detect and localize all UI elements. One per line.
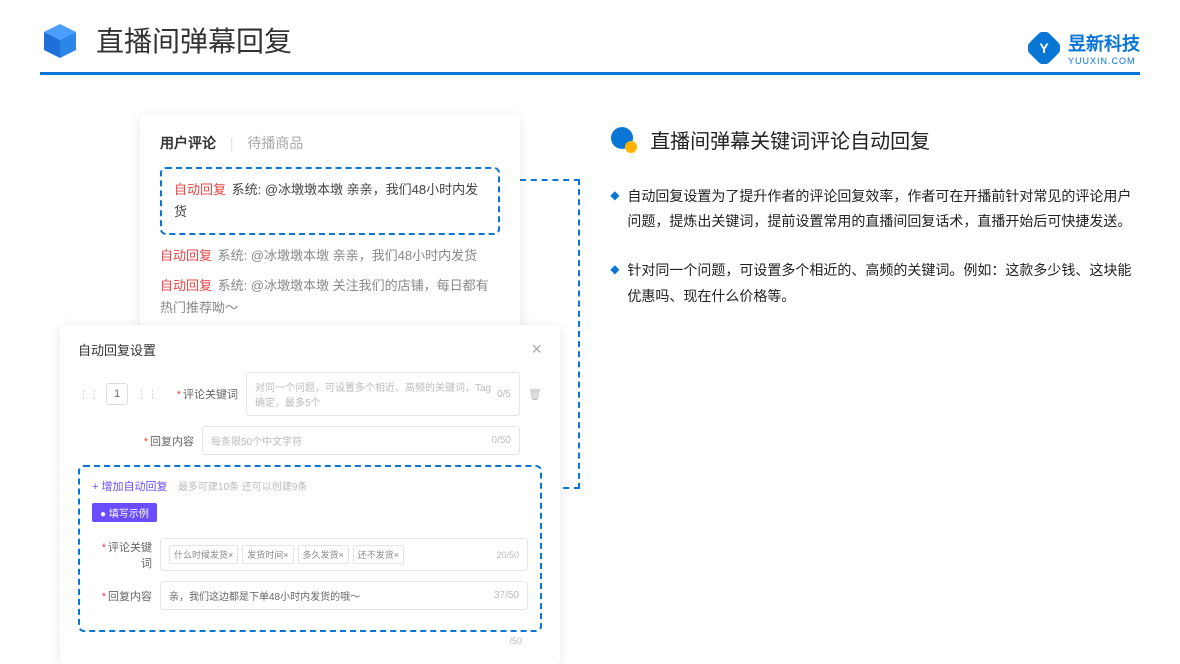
auto-reply-tag: 自动回复 (174, 182, 226, 197)
drag-icon[interactable]: ⋮⋮ (136, 388, 158, 401)
comments-card: 用户评论 | 待播商品 自动回复 系统: @冰墩墩本墩 亲亲，我们48小时内发货… (140, 115, 520, 333)
section-title: 直播间弹幕关键词评论自动回复 (650, 125, 930, 154)
outer-counter: /50 (78, 636, 542, 646)
ex-content-input[interactable]: 亲，我们这边都是下单48小时内发货的哦～37/50 (160, 581, 528, 610)
add-auto-reply-link[interactable]: + 增加自动回复 (92, 481, 167, 493)
card-tabs: 用户评论 | 待播商品 (160, 133, 500, 153)
auto-reply-tag: 自动回复 (160, 278, 212, 293)
keyword-chip[interactable]: 还不发货× (353, 545, 404, 564)
page-header: 直播间弹幕回复 (0, 0, 1180, 60)
bullet-text: 自动回复设置为了提升作者的评论回复效率，作者可在开播前针对常见的评论用户问题，提… (627, 184, 1140, 234)
close-icon[interactable]: × (531, 339, 542, 360)
keyword-label: 评论关键词 (183, 389, 238, 401)
page-title: 直播间弹幕回复 (96, 20, 292, 60)
bullet-icon: ◆ (610, 262, 619, 308)
ex-keyword-input[interactable]: 什么时候发货× 发货时间× 多久发货× 还不发货× 20/50 (160, 538, 528, 571)
comment-text: 系统: @冰墩墩本墩 亲亲，我们48小时内发货 (218, 248, 478, 263)
bullet-text: 针对同一个问题，可设置多个相近的、高频的关键词。例如：这款多少钱、这块能优惠吗、… (627, 258, 1140, 308)
delete-icon[interactable]: 🗑 (528, 388, 542, 401)
tab-pending-goods[interactable]: 待播商品 (247, 135, 303, 151)
settings-card: 自动回复设置 × ⋮⋮ 1 ⋮⋮ *评论关键词 对同一个问题，可设置多个相近、高… (60, 325, 560, 664)
keyword-chip[interactable]: 多久发货× (298, 545, 349, 564)
example-badge: ● 填写示例 (92, 503, 157, 522)
tab-separator: | (230, 135, 234, 151)
cube-icon (40, 20, 80, 60)
bullet-icon: ◆ (610, 188, 619, 234)
brand-name: 昱新科技 (1068, 34, 1140, 54)
tab-user-comments[interactable]: 用户评论 (160, 135, 216, 151)
highlighted-comment: 自动回复 系统: @冰墩墩本墩 亲亲，我们48小时内发货 (160, 167, 500, 235)
auto-reply-tag: 自动回复 (160, 248, 212, 263)
drag-icon[interactable]: ⋮⋮ (78, 388, 100, 401)
content-input[interactable]: 每条限50个中文字符0/50 (202, 426, 520, 455)
keyword-chip[interactable]: 发货时间× (242, 545, 293, 564)
brand-logo: Y 昱新科技 YUUXIN.COM (1028, 30, 1140, 66)
example-section: + 增加自动回复 最多可建10条 还可以创建9条 ● 填写示例 *评论关键词 什… (78, 465, 542, 632)
chat-bubble-icon (610, 126, 638, 154)
keyword-input[interactable]: 对同一个问题，可设置多个相近、高频的关键词，Tag确定，最多5个0/5 (246, 372, 520, 416)
settings-title: 自动回复设置 (78, 340, 156, 359)
svg-text:Y: Y (1039, 40, 1049, 56)
add-hint: 最多可建10条 还可以创建9条 (178, 482, 307, 493)
ex-keyword-label: 评论关键词 (108, 542, 152, 570)
rule-number: 1 (106, 383, 128, 405)
ex-content-label: 回复内容 (108, 591, 152, 603)
brand-icon: Y (1028, 32, 1060, 64)
keyword-chip[interactable]: 什么时候发货× (169, 545, 238, 564)
brand-sub: YUUXIN.COM (1068, 56, 1140, 66)
content-label: 回复内容 (150, 436, 194, 448)
